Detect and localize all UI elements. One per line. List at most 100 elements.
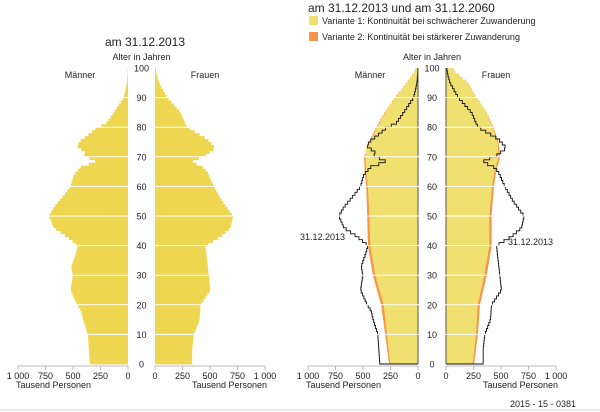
bar-male-variant-1 xyxy=(370,245,418,249)
bar-female-variant-1 xyxy=(446,82,469,87)
bar-male-2013 xyxy=(126,85,128,90)
bar-male-variant-1 xyxy=(368,192,418,196)
bar-male-2013 xyxy=(114,109,128,113)
bar-female-2013 xyxy=(155,82,160,87)
bar-female-variant-1 xyxy=(446,331,477,335)
label-maenner: Männer xyxy=(65,70,96,80)
bar-female-2013 xyxy=(155,260,208,264)
bar-female-2013 xyxy=(155,91,165,95)
bar-male-2013 xyxy=(88,162,128,166)
y-tick-label: 100 xyxy=(424,64,439,74)
bar-male-2013 xyxy=(70,287,128,291)
x-tick-label: 1 000 xyxy=(254,371,277,381)
bar-male-variant-1 xyxy=(365,168,418,172)
bar-male-variant-1 xyxy=(367,183,418,187)
bar-female-variant-1 xyxy=(446,195,492,199)
bar-female-2013 xyxy=(155,233,223,238)
bar-male-2013 xyxy=(88,337,128,341)
x-axis-label-female: Tausend Personen xyxy=(483,380,558,390)
x-axis-label-male: Tausend Personen xyxy=(16,380,91,390)
bar-female-variant-1 xyxy=(446,183,493,187)
bar-female-variant-1 xyxy=(446,177,494,181)
bar-female-variant-1 xyxy=(446,272,485,276)
bar-female-variant-1 xyxy=(446,361,473,365)
bar-female-variant-1 xyxy=(446,162,497,166)
bar-male-2013 xyxy=(108,118,128,122)
bar-male-variant-1 xyxy=(376,278,418,282)
bar-female-variant-1 xyxy=(446,127,494,131)
bar-male-variant-1 xyxy=(369,207,418,211)
bar-female-variant-1 xyxy=(446,254,488,258)
x-tick-label: 0 xyxy=(443,371,448,381)
bar-female-variant-1 xyxy=(446,313,478,317)
bar-male-variant-1 xyxy=(398,91,418,95)
bar-male-variant-1 xyxy=(369,221,418,226)
bar-female-variant-1 xyxy=(446,295,480,300)
bar-male-variant-1 xyxy=(374,269,418,273)
bar-male-2013 xyxy=(89,361,128,365)
y-tick-label: 50 xyxy=(427,212,437,222)
bar-female-2013 xyxy=(155,248,206,252)
legend-label-variant-1: Variante 1: Kontinuität bei schwächerer … xyxy=(322,16,535,26)
bar-female-variant-1 xyxy=(446,230,490,235)
bar-male-variant-1 xyxy=(388,106,418,110)
bar-male-variant-1 xyxy=(401,88,418,92)
chart-title-right: am 31.12.2013 und am 31.12.2060 xyxy=(308,1,495,15)
bar-male-2013 xyxy=(69,186,128,190)
bar-female-2013 xyxy=(155,269,209,273)
bar-male-variant-1 xyxy=(381,118,418,122)
bar-female-2013 xyxy=(155,281,210,285)
bar-female-variant-1 xyxy=(446,301,479,306)
bar-male-2013 xyxy=(122,97,128,101)
x-tick-label: 1 000 xyxy=(297,371,320,381)
bar-male-2013 xyxy=(71,284,128,288)
x-tick-label: 0 xyxy=(415,371,420,381)
bar-female-2013 xyxy=(155,284,210,288)
y-tick-label: 70 xyxy=(427,152,437,162)
bar-female-variant-1 xyxy=(446,316,477,320)
bar-female-2013 xyxy=(155,156,199,161)
bar-male-variant-1 xyxy=(384,310,418,314)
bar-female-2013 xyxy=(155,171,208,175)
bar-male-variant-1 xyxy=(379,287,418,291)
bar-female-2013 xyxy=(155,322,198,326)
bar-male-2013 xyxy=(70,183,128,187)
x-axis-label-female: Tausend Personen xyxy=(192,380,267,390)
bar-female-2013 xyxy=(155,295,206,300)
bar-male-variant-1 xyxy=(365,153,418,158)
bar-male-variant-1 xyxy=(377,124,418,128)
bar-male-2013 xyxy=(67,189,128,193)
bar-female-2013 xyxy=(155,358,193,362)
bar-male-variant-1 xyxy=(370,139,418,143)
bar-female-2013 xyxy=(155,304,201,309)
bar-female-2013 xyxy=(155,213,232,217)
bar-male-variant-1 xyxy=(385,316,418,320)
bar-female-2013 xyxy=(155,85,162,90)
x-tick-label: 750 xyxy=(38,371,53,381)
bar-female-2013 xyxy=(155,278,210,282)
x-tick-label: 250 xyxy=(175,371,190,381)
bar-male-variant-1 xyxy=(376,127,418,131)
bar-female-2013 xyxy=(155,313,200,317)
bar-male-2013 xyxy=(106,121,128,125)
bar-female-2013 xyxy=(155,97,169,101)
bar-male-variant-1 xyxy=(377,281,418,285)
x-tick-label: 750 xyxy=(230,371,245,381)
bar-male-2013 xyxy=(116,106,128,110)
bar-male-variant-1 xyxy=(366,177,418,181)
bar-male-2013 xyxy=(82,316,128,320)
bar-female-variant-1 xyxy=(446,91,474,95)
bar-female-variant-1 xyxy=(446,216,490,220)
bar-male-variant-1 xyxy=(384,112,418,116)
bar-female-variant-1 xyxy=(446,275,484,279)
bar-male-variant-1 xyxy=(369,230,418,235)
bar-male-2013 xyxy=(71,180,128,184)
bar-female-2013 xyxy=(155,340,194,344)
bar-female-2013 xyxy=(155,310,201,314)
bar-male-variant-1 xyxy=(382,298,418,303)
x-tick-label: 750 xyxy=(521,371,536,381)
annotation-2013-left: 31.12.2013 xyxy=(300,232,345,242)
bar-female-2013 xyxy=(155,144,215,149)
bar-male-2013 xyxy=(72,260,128,264)
